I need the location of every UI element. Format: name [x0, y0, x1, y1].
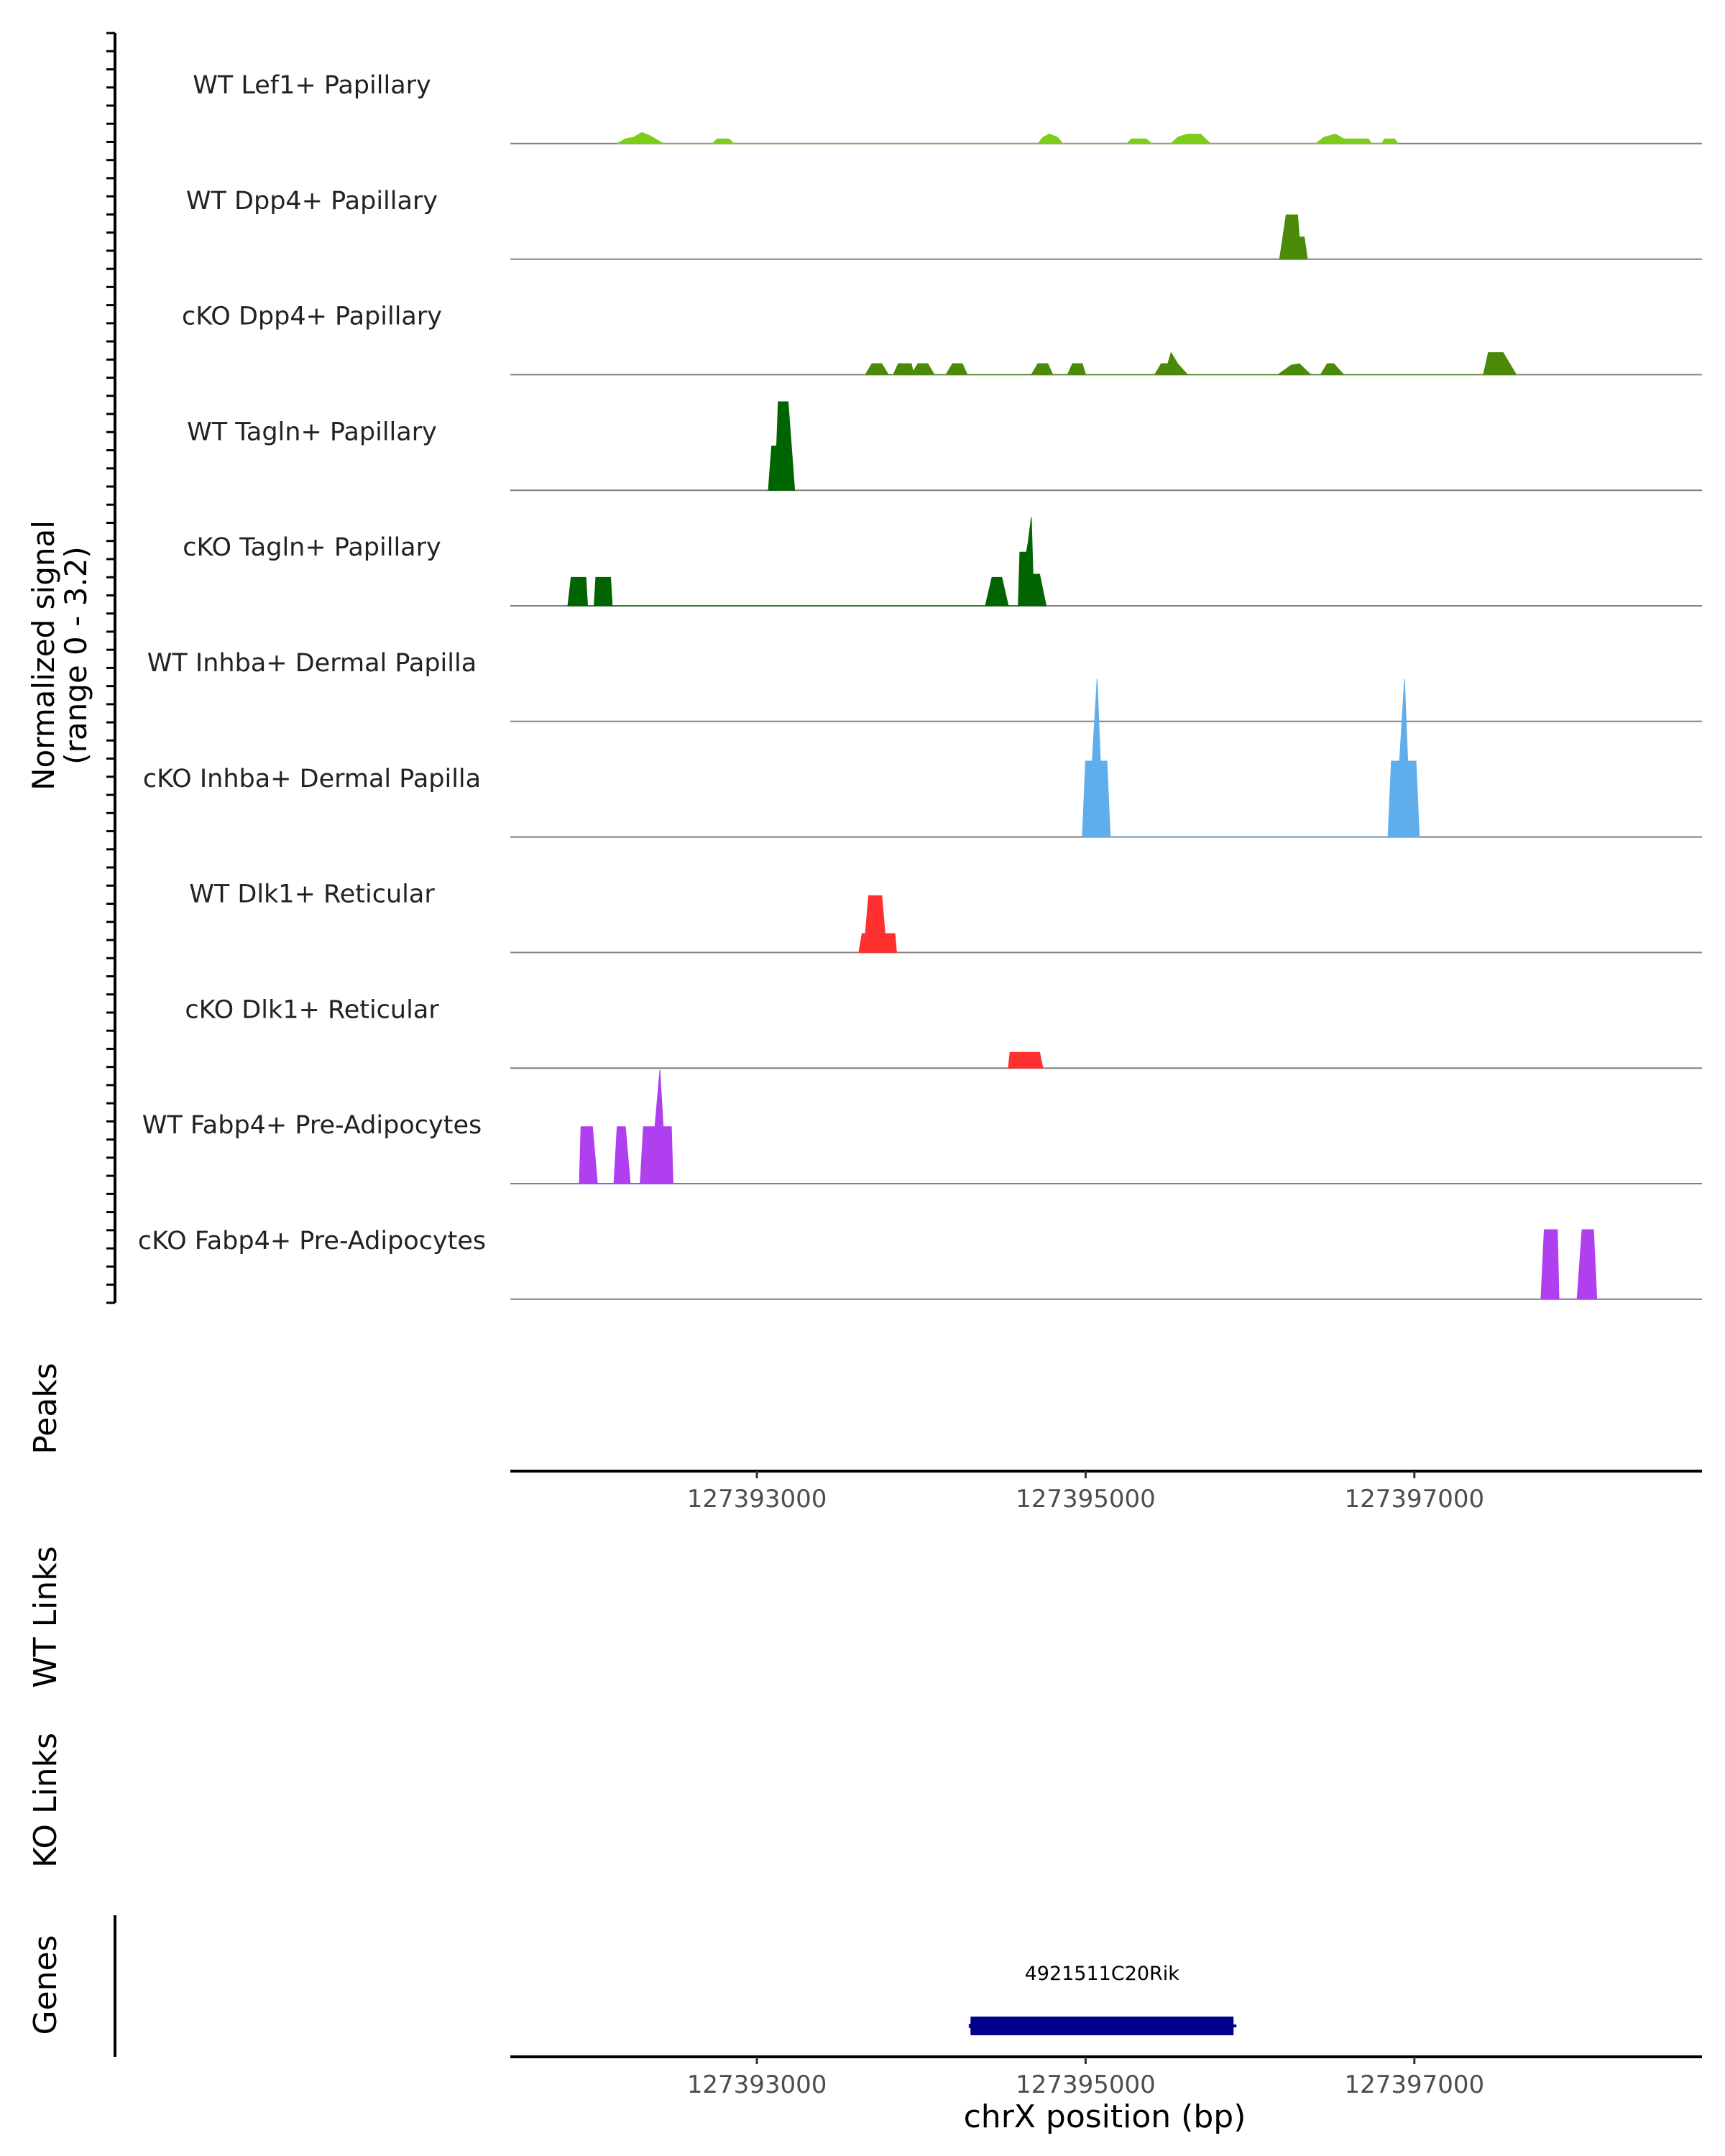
- x-tick-label: 127397000: [1344, 1485, 1484, 1514]
- x-axis-label: chrX position (bp): [964, 2099, 1246, 2135]
- coverage-track: cKO Dpp4+ Papillary: [182, 303, 1702, 376]
- coverage-peak: [945, 363, 968, 375]
- coverage-peak: [712, 138, 735, 144]
- track-label: WT Inhba+ Dermal Papilla: [147, 649, 477, 678]
- coverage-peak: [615, 132, 665, 144]
- coverage-peak: [567, 576, 589, 607]
- coverage-peak: [1031, 363, 1054, 375]
- coverage-peak: [640, 1069, 673, 1184]
- coverage-peak: [1279, 214, 1308, 260]
- coverage-peak: [1576, 1229, 1598, 1300]
- track-label: cKO Dpp4+ Papillary: [182, 303, 442, 331]
- coverage-peak: [1387, 678, 1420, 838]
- coverage-track: cKO Tagln+ Papillary: [183, 517, 1702, 607]
- coverage-track: cKO Fabp4+ Pre-Adipocytes: [138, 1227, 1702, 1300]
- x-tick-label: 127395000: [1016, 2070, 1156, 2099]
- coverage-peak: [1483, 352, 1517, 375]
- coverage-track: WT Dpp4+ Papillary: [186, 187, 1702, 260]
- x-tick-label: 127393000: [687, 1485, 827, 1514]
- track-label: WT Dpp4+ Papillary: [186, 187, 438, 216]
- coverage-peak: [893, 363, 935, 375]
- track-label: WT Dlk1+ Reticular: [189, 880, 435, 909]
- track-label: WT Fabp4+ Pre-Adipocytes: [142, 1111, 482, 1140]
- gene-track: 4921511C20Rik: [968, 1963, 1237, 2035]
- x-tick-label: 127393000: [687, 2070, 827, 2099]
- x-tick-label: 127397000: [1344, 2070, 1484, 2099]
- peaks-label: Peaks: [27, 1363, 64, 1454]
- coverage-track: WT Inhba+ Dermal Papilla: [147, 649, 1702, 722]
- y-axis-label-line1: Normalized signal: [26, 520, 61, 791]
- track-label: cKO Inhba+ Dermal Papilla: [143, 765, 481, 793]
- coverage-track: WT Tagln+ Papillary: [187, 401, 1702, 492]
- gene-exon: [970, 2017, 1234, 2035]
- coverage-track: WT Lef1+ Papillary: [193, 71, 1702, 144]
- genes-x-axis: 127393000 127395000 127397000: [687, 2057, 1484, 2099]
- track-label: cKO Tagln+ Papillary: [183, 533, 441, 562]
- coverage-peak: [594, 576, 613, 607]
- coverage-peak: [1037, 134, 1064, 144]
- coverage-track: cKO Dlk1+ Reticular: [185, 995, 1702, 1069]
- coverage-peak: [1381, 138, 1399, 144]
- coverage-peak: [613, 1126, 631, 1184]
- wt-links-label: WT Links: [27, 1546, 64, 1687]
- peaks-x-axis: 127393000 127395000 127397000: [687, 1471, 1484, 1514]
- coverage-peak: [1154, 351, 1189, 375]
- track-label: cKO Dlk1+ Reticular: [185, 995, 439, 1024]
- coverage-peak: [579, 1126, 598, 1184]
- coverage-peak: [1067, 363, 1087, 375]
- coverage-peak: [1540, 1229, 1560, 1300]
- coverage-peak: [1018, 517, 1047, 607]
- genes-label: Genes: [27, 1935, 64, 2035]
- signal-y-axis: [106, 32, 116, 1304]
- coverage-peak: [1315, 134, 1373, 144]
- coverage-peak: [1276, 363, 1312, 375]
- ko-links-label: KO Links: [27, 1733, 64, 1868]
- coverage-track: cKO Inhba+ Dermal Papilla: [143, 678, 1702, 838]
- gene-strand-arrow: [968, 2019, 980, 2033]
- coverage-peak: [1320, 363, 1345, 375]
- y-axis-label-line2: (range 0 - 3.2): [58, 546, 93, 765]
- coverage-peak: [858, 895, 897, 953]
- track-label: WT Tagln+ Papillary: [187, 418, 437, 446]
- coverage-track: WT Fabp4+ Pre-Adipocytes: [142, 1069, 1702, 1184]
- coverage-track: WT Dlk1+ Reticular: [189, 880, 1702, 954]
- coverage-peak: [768, 401, 796, 491]
- track-label: cKO Fabp4+ Pre-Adipocytes: [138, 1227, 486, 1256]
- x-tick-label: 127395000: [1016, 1485, 1156, 1514]
- coverage-peak: [985, 576, 1009, 607]
- coverage-peak: [1008, 1051, 1044, 1069]
- coverage-tracks: WT Lef1+ Papillary WT Dpp4+ Papillary cKO …: [138, 71, 1702, 1300]
- coverage-peak: [865, 363, 889, 375]
- coverage-peak: [1082, 678, 1111, 838]
- track-label: WT Lef1+ Papillary: [193, 71, 431, 100]
- gene-name-label: 4921511C20Rik: [1025, 1963, 1180, 1985]
- coverage-peak: [1170, 134, 1212, 144]
- coverage-peak: [1126, 138, 1153, 144]
